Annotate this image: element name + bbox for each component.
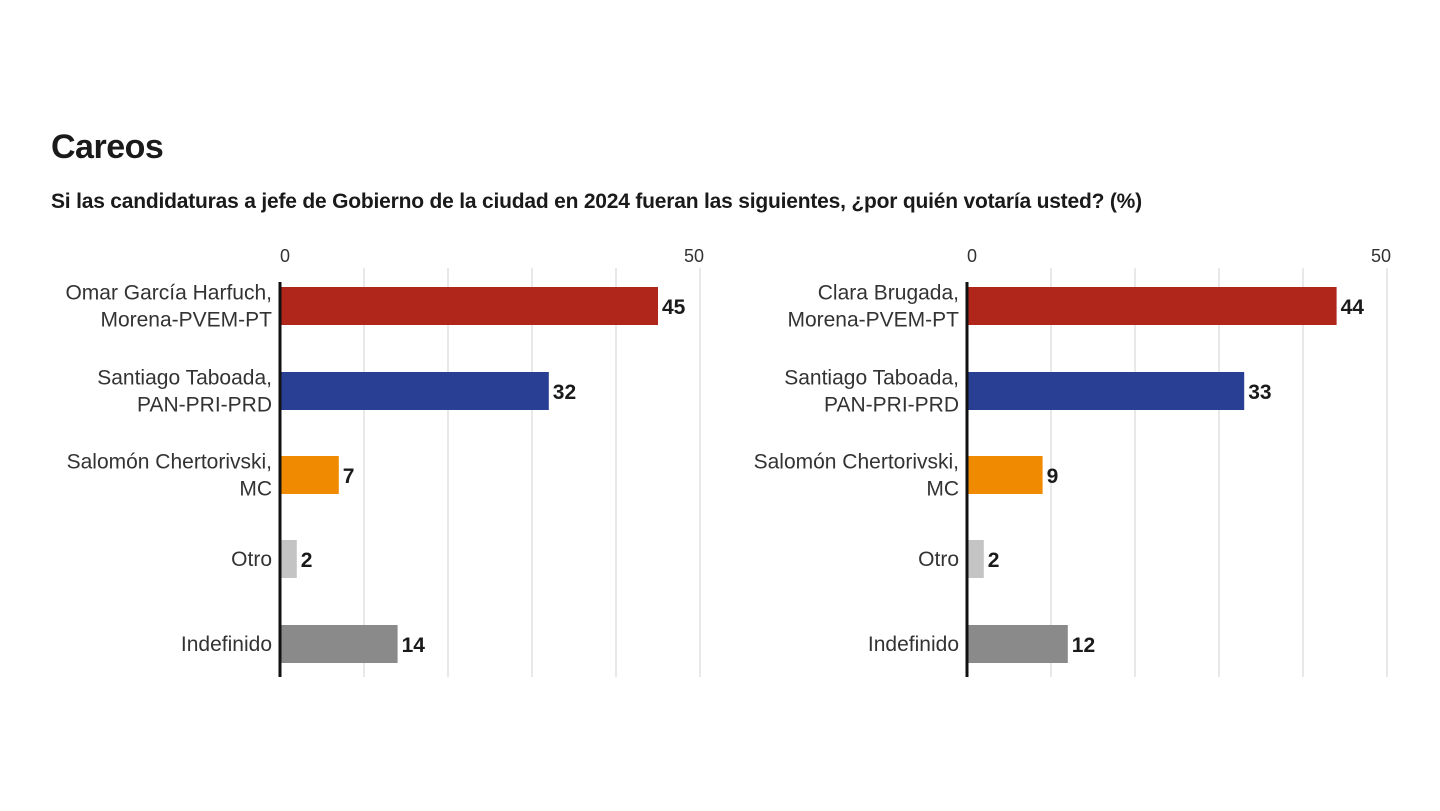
value-label: 9: [1047, 465, 1059, 488]
tick-label: 50: [684, 246, 704, 266]
value-label: 14: [402, 634, 426, 657]
value-label: 7: [343, 465, 355, 488]
bar: [280, 625, 398, 663]
value-label: 45: [662, 296, 686, 319]
category-label: Santiago Taboada,: [784, 367, 959, 390]
bar: [967, 540, 984, 578]
value-label: 12: [1072, 634, 1095, 657]
category-label: Indefinido: [868, 633, 959, 656]
tick-label: 0: [280, 246, 290, 266]
bar: [967, 372, 1245, 410]
tick-label: 0: [967, 246, 977, 266]
value-label: 44: [1341, 296, 1365, 319]
category-label: Morena-PVEM-PT: [100, 309, 272, 332]
category-label: Salomón Chertorivski,: [67, 451, 272, 474]
category-label: Santiago Taboada,: [97, 367, 272, 390]
bar: [280, 287, 658, 325]
value-label: 32: [553, 381, 576, 404]
category-label: Otro: [231, 548, 272, 571]
bar: [280, 372, 549, 410]
bar: [967, 456, 1043, 494]
category-label: MC: [239, 478, 272, 501]
category-label: Otro: [918, 548, 959, 571]
value-label: 2: [301, 549, 313, 572]
bar: [280, 456, 339, 494]
bar: [967, 287, 1337, 325]
category-label: PAN-PRI-PRD: [824, 394, 959, 417]
bar: [280, 540, 297, 578]
category-label: Clara Brugada,: [818, 282, 959, 305]
chart-subtitle: Si las candidaturas a jefe de Gobierno d…: [51, 190, 1142, 213]
category-label: PAN-PRI-PRD: [137, 394, 272, 417]
value-label: 33: [1248, 381, 1271, 404]
value-label: 2: [988, 549, 1000, 572]
category-label: Omar García Harfuch,: [65, 282, 272, 305]
chart-left: 0 50 45 Omar García Harfuch, Morena-PVEM-PT 3…: [65, 246, 704, 677]
tick-label: 50: [1371, 246, 1391, 266]
category-label: MC: [926, 478, 959, 501]
category-label: Salomón Chertorivski,: [754, 451, 959, 474]
category-label: Morena-PVEM-PT: [787, 309, 959, 332]
category-label: Indefinido: [181, 633, 272, 656]
bar: [967, 625, 1068, 663]
chart-title: Careos: [51, 128, 164, 166]
